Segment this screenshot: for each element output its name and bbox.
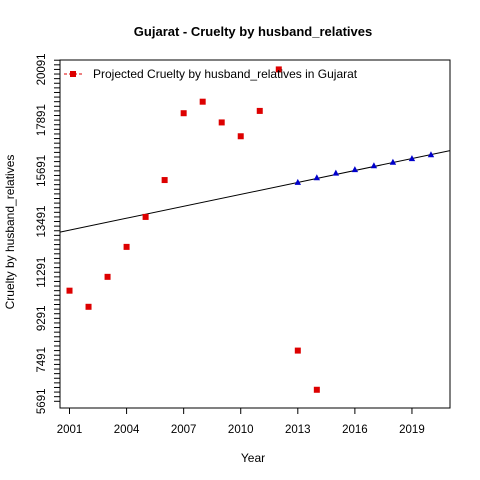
data-point-observed (161, 177, 168, 184)
data-point-projected (408, 155, 416, 162)
y-tick-label: 15691 (36, 155, 48, 187)
y-tick-label: 13491 (36, 206, 48, 238)
x-axis-label: Year (241, 451, 265, 465)
legend-label: Projected Cruelty by husband_relatives i… (93, 67, 358, 81)
x-tick-label: 2004 (114, 424, 140, 436)
data-point-observed (104, 273, 111, 280)
x-tick-label: 2016 (342, 424, 368, 436)
data-point-observed (256, 107, 263, 114)
x-tick-label: 2007 (171, 424, 197, 436)
x-tick-label: 2010 (228, 424, 254, 436)
y-tick-label: 20091 (36, 53, 48, 85)
x-tick-label: 2013 (285, 424, 311, 436)
plot-frame (59, 59, 451, 409)
x-tick-label: 2001 (57, 424, 83, 436)
trend-line (59, 150, 451, 233)
data-point-observed (180, 110, 187, 117)
data-point-observed (123, 243, 130, 250)
data-point-projected (351, 166, 359, 173)
data-point-observed (294, 347, 301, 354)
data-point-projected (370, 162, 378, 169)
data-point-observed (66, 287, 73, 294)
y-tick-label: 17891 (36, 104, 48, 136)
legend-marker (70, 71, 76, 77)
data-point-observed (237, 133, 244, 140)
data-point-observed (142, 213, 149, 220)
data-point-observed (199, 98, 206, 105)
data-point-projected (427, 151, 435, 158)
data-point-projected (332, 169, 340, 176)
data-point-observed (85, 303, 92, 310)
y-tick-label: 11291 (36, 257, 48, 288)
data-point-projected (313, 174, 321, 181)
data-point-projected (389, 158, 397, 165)
data-point-projected (294, 178, 302, 185)
data-point-observed (275, 66, 282, 73)
data-point-observed (218, 119, 225, 126)
y-tick-label: 5691 (36, 388, 48, 414)
y-tick-label: 7491 (36, 347, 48, 373)
x-tick-label: 2019 (399, 424, 425, 436)
data-point-observed (313, 386, 320, 393)
y-tick-label: 9291 (36, 306, 48, 332)
chart-title: Gujarat - Cruelty by husband_relatives (134, 24, 372, 39)
y-axis-label: Cruelty by husband_relatives (3, 155, 17, 310)
